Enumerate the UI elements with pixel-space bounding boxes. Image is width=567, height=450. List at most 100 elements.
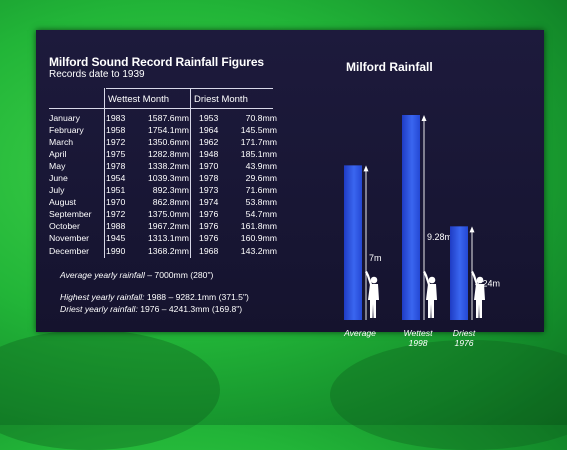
driest-value-cell: 53.8mm xyxy=(245,197,277,208)
data-label-average: 7m xyxy=(369,253,382,263)
driest-value-cell: 143.2mm xyxy=(240,245,277,256)
driest-year-cell: 1962 xyxy=(199,137,219,148)
wettest-month-header: Wettest Month xyxy=(108,94,170,105)
driest-year-cell: 1976 xyxy=(199,209,219,220)
category-label-driest: Driest 1976 xyxy=(452,328,476,348)
wettest-year-cell: 1983 xyxy=(106,113,126,123)
driest-year-cell: 1978 xyxy=(199,173,219,184)
wettest-year-cell: 1954 xyxy=(106,173,126,184)
wettest-value-cell: 1313.1mm xyxy=(147,233,189,244)
table-row: August 1970 862.8mm 1974 53.8mm xyxy=(49,196,277,208)
driest-value-cell: 71.6mm xyxy=(245,185,277,196)
wettest-year-cell: 1972 xyxy=(106,209,126,220)
wettest-year-cell: 1970 xyxy=(106,197,126,208)
highest-yearly-rainfall: Highest yearly rainfall: 1988 – 9282.1mm… xyxy=(60,292,249,302)
wettest-year-cell: 1958 xyxy=(106,125,126,136)
wettest-value-cell: 1587.6mm xyxy=(147,113,189,123)
month-cell: June xyxy=(49,173,68,184)
month-cell: August xyxy=(49,197,77,208)
rainfall-table: January 1983 1587.6mm 1953 70.8mm February 195… xyxy=(49,112,277,257)
driest-value-cell: 70.8mm xyxy=(245,113,277,123)
month-cell: April xyxy=(49,149,67,160)
wettest-value-cell: 1338.2mm xyxy=(147,161,189,172)
month-cell: September xyxy=(49,209,92,220)
column-divider-middle xyxy=(190,88,191,258)
wettest-year-cell: 1945 xyxy=(106,233,126,244)
driest-value-cell: 161.8mm xyxy=(240,221,277,232)
driest-year-cell: 1948 xyxy=(199,149,219,160)
wettest-value-cell: 862.8mm xyxy=(152,197,189,208)
driest-value-cell: 29.6mm xyxy=(245,173,277,184)
driest-year-cell: 1968 xyxy=(199,245,219,256)
table-row: July 1951 892.3mm 1973 71.6mm xyxy=(49,184,277,196)
driest-value-cell: 54.7mm xyxy=(245,209,277,220)
driest-value-cell: 145.5mm xyxy=(240,125,277,136)
rainfall-bar-chart: 7m 9.28m 4.24m xyxy=(344,115,500,320)
table-row: March 1972 1350.6mm 1962 171.7mm xyxy=(49,136,277,148)
category-label-average: Average xyxy=(344,328,376,338)
driest-year-cell: 1973 xyxy=(199,185,219,196)
table-row: November 1945 1313.1mm 1976 160.9mm xyxy=(49,232,277,244)
bar-wettest xyxy=(402,115,420,320)
background-blob xyxy=(0,330,220,450)
driest-value-cell: 160.9mm xyxy=(240,233,277,244)
arrow-head-average xyxy=(363,165,369,172)
month-cell: March xyxy=(49,137,74,148)
wettest-value-cell: 1754.1mm xyxy=(147,125,189,136)
wettest-value-cell: 1039.3mm xyxy=(147,173,189,184)
table-row: October 1988 1967.2mm 1976 161.8mm xyxy=(49,220,277,232)
data-label-driest: 4.24m xyxy=(475,279,500,289)
driest-year-cell: 1976 xyxy=(199,233,219,244)
table-subtitle: Records date to 1939 xyxy=(49,69,145,80)
wettest-value-cell: 892.3mm xyxy=(152,185,189,196)
wettest-value-cell: 1375.0mm xyxy=(147,209,189,220)
table-row: January 1983 1587.6mm 1953 70.8mm xyxy=(49,112,277,124)
driest-yearly-rainfall: Driest yearly rainfall: 1976 – 4241.3mm … xyxy=(60,304,243,314)
wettest-year-cell: 1972 xyxy=(106,137,126,148)
month-cell: December xyxy=(49,245,90,256)
rainfall-sign-panel: Milford Sound Record Rainfall Figures Re… xyxy=(36,30,544,348)
month-cell: May xyxy=(49,161,66,172)
driest-year-cell: 1964 xyxy=(199,125,219,136)
wettest-year-cell: 1990 xyxy=(106,245,126,256)
driest-value-cell: 171.7mm xyxy=(240,137,277,148)
driest-year-cell: 1953 xyxy=(199,113,219,123)
wettest-year-cell: 1978 xyxy=(106,161,126,172)
driest-value-cell: 185.1mm xyxy=(240,149,277,160)
table-row: December 1990 1368.2mm 1968 143.2mm xyxy=(49,245,277,257)
table-row: April 1975 1282.8mm 1948 185.1mm xyxy=(49,148,277,160)
person-figure-driest-icon xyxy=(471,271,485,318)
month-cell: November xyxy=(49,233,90,244)
table-row: May 1978 1338.2mm 1970 43.9mm xyxy=(49,160,277,172)
month-cell: July xyxy=(49,185,65,196)
driest-value-cell: 43.9mm xyxy=(245,161,277,172)
table-row: February 1958 1754.1mm 1964 145.5mm xyxy=(49,124,277,136)
month-cell: January xyxy=(49,113,80,123)
person-figure-wettest-icon xyxy=(423,271,437,318)
chart-title: Milford Rainfall xyxy=(346,60,433,74)
wettest-year-cell: 1988 xyxy=(106,221,126,232)
wettest-value-cell: 1967.2mm xyxy=(147,221,189,232)
table-title: Milford Sound Record Rainfall Figures xyxy=(49,55,264,69)
bar-driest xyxy=(450,226,468,320)
wettest-value-cell: 1350.6mm xyxy=(147,137,189,148)
header-top-rule xyxy=(106,88,273,89)
arrow-head-wettest xyxy=(421,115,427,121)
background-blob xyxy=(330,340,567,450)
bar-average xyxy=(344,165,362,320)
table-row: June 1954 1039.3mm 1978 29.6mm xyxy=(49,172,277,184)
person-figure-average-icon xyxy=(365,271,379,318)
wettest-year-cell: 1975 xyxy=(106,149,126,160)
arrow-head-driest xyxy=(469,226,475,233)
header-bottom-rule xyxy=(49,108,273,109)
data-label-wettest: 9.28m xyxy=(427,232,452,242)
wettest-value-cell: 1368.2mm xyxy=(147,245,189,256)
driest-year-cell: 1970 xyxy=(199,161,219,172)
wettest-year-cell: 1951 xyxy=(106,185,126,196)
month-cell: February xyxy=(49,125,84,136)
driest-month-header: Driest Month xyxy=(194,94,248,105)
column-divider-left xyxy=(104,88,105,258)
average-yearly-rainfall: Average yearly rainfall – 7000mm (280") xyxy=(60,270,214,280)
driest-year-cell: 1974 xyxy=(199,197,219,208)
wettest-value-cell: 1282.8mm xyxy=(147,149,189,160)
